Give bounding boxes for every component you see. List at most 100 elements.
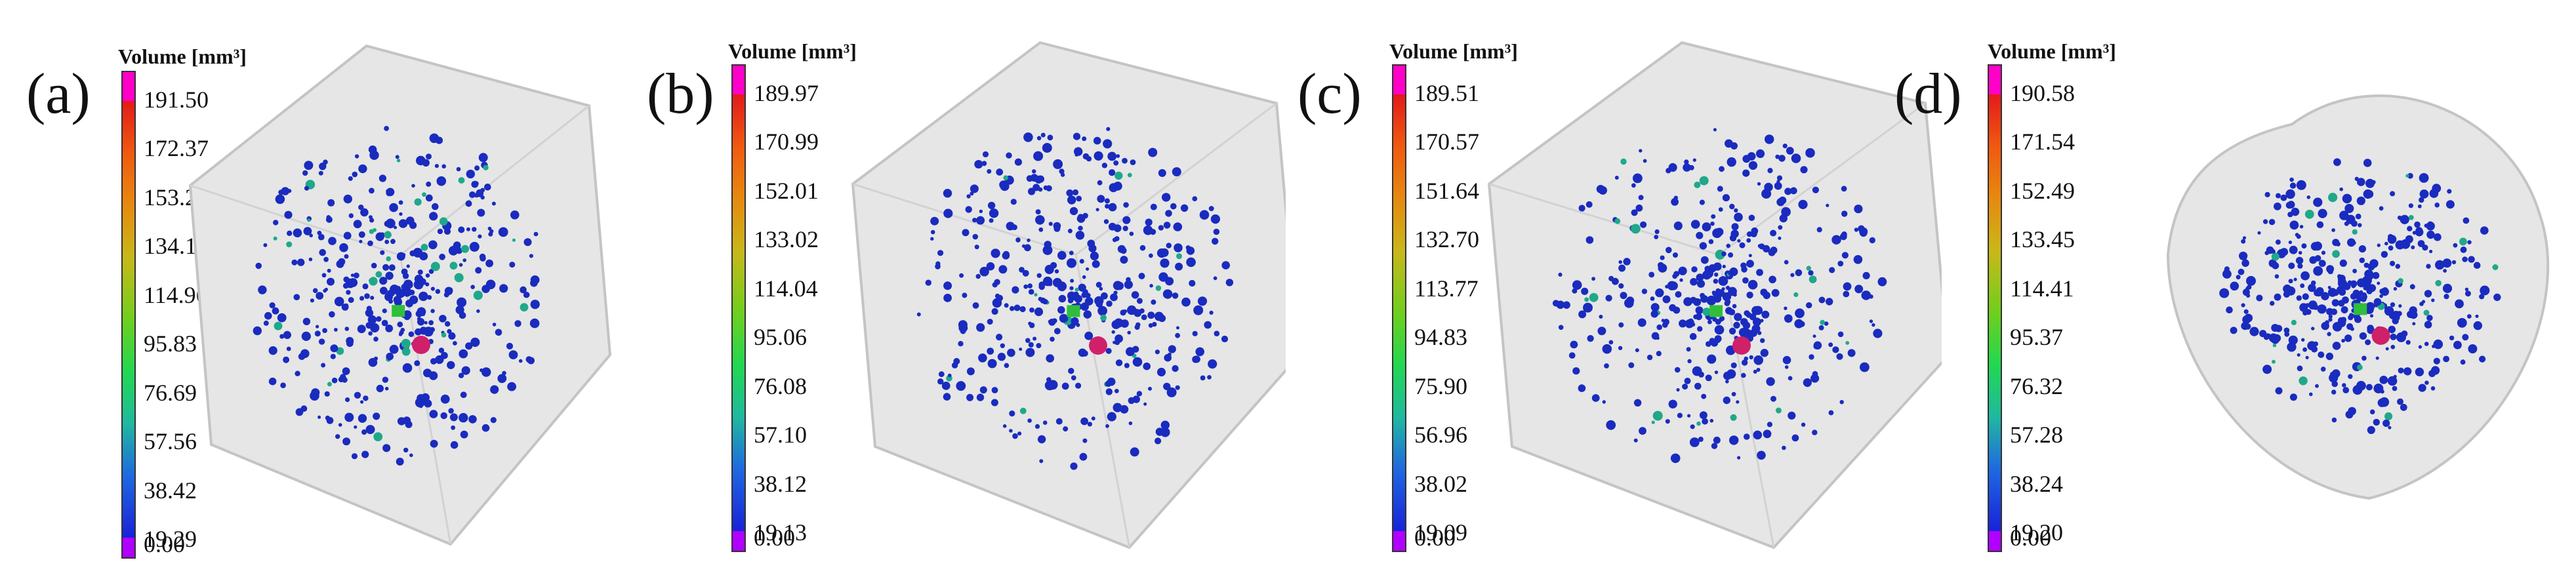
- pore: [1711, 298, 1715, 302]
- pore: [2249, 327, 2259, 336]
- pore: [2331, 417, 2337, 423]
- pore: [1091, 416, 1095, 421]
- pore: [1713, 295, 1722, 303]
- pore: [1708, 239, 1714, 245]
- pore: [481, 424, 490, 432]
- pore: [930, 229, 935, 235]
- pore: [1170, 203, 1177, 210]
- pore: [491, 201, 496, 206]
- pore: [2372, 271, 2380, 279]
- pore: [2375, 356, 2379, 360]
- pore: [1674, 367, 1681, 373]
- large-pore: [1067, 305, 1080, 317]
- pore: [1054, 269, 1059, 273]
- pore: [1665, 419, 1670, 424]
- pore: [1075, 231, 1085, 240]
- pore: [2405, 340, 2411, 345]
- pore: [295, 370, 300, 376]
- pore: [435, 288, 441, 294]
- pore: [1010, 306, 1015, 311]
- pore: [1113, 403, 1122, 412]
- pore: [523, 238, 532, 247]
- pore: [2412, 322, 2416, 326]
- pore: [360, 400, 364, 404]
- pore: [1714, 272, 1719, 277]
- pore: [2408, 203, 2413, 209]
- panel-label-b: (b): [647, 62, 714, 126]
- pore: [458, 226, 465, 233]
- pore: [1585, 201, 1593, 208]
- pore: [1676, 388, 1680, 392]
- pore: [2310, 242, 2320, 251]
- colorbar-tick-label: 76.69: [144, 379, 197, 406]
- pore: [2275, 239, 2281, 245]
- pore: [2463, 217, 2470, 224]
- pore: [1036, 273, 1042, 278]
- pore: [1696, 231, 1704, 239]
- pore: [2426, 264, 2431, 269]
- pore: [1697, 326, 1703, 332]
- pore: [307, 218, 311, 222]
- pore: [2443, 294, 2449, 300]
- pore: [1032, 169, 1036, 174]
- pore: [1014, 158, 1022, 166]
- pore: [518, 359, 523, 363]
- pore: [2381, 287, 2389, 296]
- pore: [974, 245, 979, 250]
- pore: [1192, 196, 1198, 201]
- pore: [1129, 231, 1134, 236]
- pore: [1099, 287, 1103, 291]
- pore: [1784, 306, 1788, 310]
- pore: [1862, 271, 1870, 279]
- pore: [2315, 289, 2323, 297]
- pore: [1019, 267, 1025, 273]
- pore: [1591, 277, 1595, 281]
- pore: [2332, 250, 2340, 258]
- pore: [1723, 396, 1730, 405]
- pore: [327, 277, 335, 286]
- pore: [1067, 258, 1076, 268]
- pore: [415, 399, 423, 406]
- pore: [937, 378, 944, 385]
- colorbar-tick-label: 114.96: [144, 281, 208, 308]
- pore: [1760, 288, 1768, 296]
- pore: [295, 408, 304, 416]
- pore: [2302, 293, 2309, 300]
- pore: [461, 366, 470, 375]
- pore: [476, 309, 480, 313]
- pore: [2393, 287, 2398, 291]
- pore: [437, 228, 443, 235]
- pore: [2492, 264, 2499, 270]
- pore: [1136, 391, 1143, 397]
- pore: [2392, 386, 2398, 391]
- pore: [1084, 331, 1094, 340]
- pore: [1750, 230, 1757, 237]
- pore: [2289, 182, 2297, 189]
- pore: [1679, 278, 1683, 282]
- pore: [1869, 237, 1875, 244]
- colorbar-tick-label: 57.56: [144, 428, 197, 455]
- pore: [384, 292, 393, 302]
- pore: [1028, 288, 1034, 295]
- pore: [1071, 375, 1076, 381]
- pore: [382, 444, 391, 452]
- pore: [2357, 178, 2365, 186]
- pore: [1631, 224, 1641, 234]
- pore: [470, 285, 475, 290]
- pore: [1771, 288, 1780, 297]
- pore: [2479, 294, 2485, 300]
- colorbar-title-d: Volume [mm³]: [1988, 39, 2116, 63]
- pore: [2433, 233, 2442, 241]
- pore: [429, 410, 438, 418]
- pore: [2442, 258, 2452, 268]
- pore: [268, 346, 277, 355]
- pore: [462, 258, 466, 262]
- pore: [2415, 367, 2424, 376]
- pore: [1013, 304, 1021, 311]
- pore: [1079, 452, 1088, 461]
- pore: [1095, 300, 1103, 308]
- pore: [358, 414, 367, 423]
- pore: [2443, 355, 2449, 363]
- pore: [363, 395, 369, 401]
- pore: [523, 292, 529, 298]
